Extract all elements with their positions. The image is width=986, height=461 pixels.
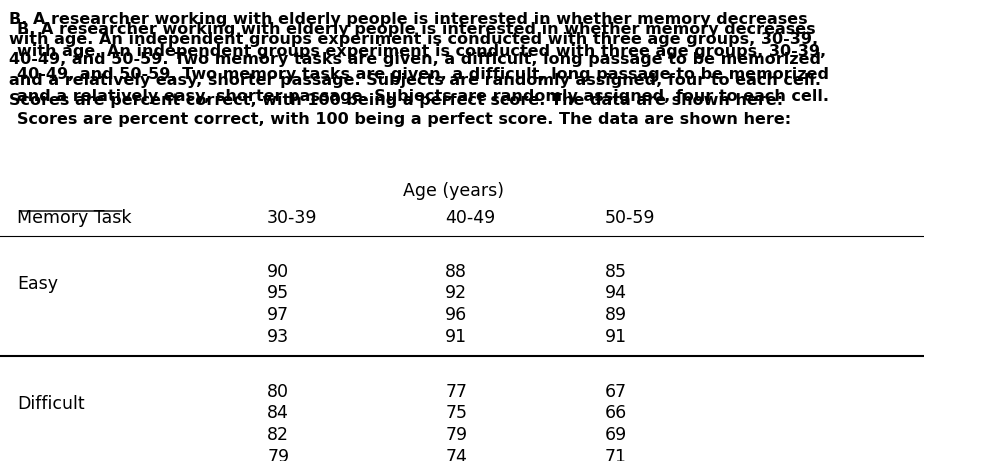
Text: Memory Task: Memory Task [17, 209, 131, 227]
Text: 50-59: 50-59 [604, 209, 655, 227]
Text: 88: 88 [446, 263, 467, 281]
Text: 85: 85 [604, 263, 626, 281]
Text: 96: 96 [446, 306, 467, 324]
Text: Age (years): Age (years) [402, 182, 504, 200]
Text: 91: 91 [446, 328, 467, 346]
Text: Scores are percent correct, with 100 being a perfect score. The data are shown h: Scores are percent correct, with 100 bei… [17, 112, 791, 127]
Text: with age. An independent groups experiment is conducted with three age groups, 3: with age. An independent groups experime… [17, 44, 826, 59]
Text: 40-49: 40-49 [446, 209, 496, 227]
Text: 79: 79 [446, 426, 467, 444]
Text: 94: 94 [604, 284, 626, 302]
Text: 89: 89 [604, 306, 627, 324]
Text: 92: 92 [446, 284, 467, 302]
Text: 75: 75 [446, 404, 467, 422]
Text: B. A researcher working with elderly people is interested in whether memory decr: B. A researcher working with elderly peo… [17, 22, 815, 37]
Text: 66: 66 [604, 404, 627, 422]
Text: 71: 71 [604, 448, 626, 461]
Text: 69: 69 [604, 426, 627, 444]
Text: 82: 82 [267, 426, 289, 444]
Text: 91: 91 [604, 328, 627, 346]
Text: 30-39: 30-39 [267, 209, 317, 227]
Text: 84: 84 [267, 404, 289, 422]
Text: and a relatively easy, shorter passage. Subjects are randomly assigned, four to : and a relatively easy, shorter passage. … [17, 89, 829, 104]
Text: 80: 80 [267, 383, 289, 401]
Text: 74: 74 [446, 448, 467, 461]
Text: 93: 93 [267, 328, 289, 346]
Text: 95: 95 [267, 284, 289, 302]
Text: 40-49, and 50-59. Two memory tasks are given, a difficult, long passage to be me: 40-49, and 50-59. Two memory tasks are g… [17, 67, 829, 82]
Text: Difficult: Difficult [17, 396, 85, 414]
Text: 77: 77 [446, 383, 467, 401]
Text: 67: 67 [604, 383, 627, 401]
Text: 90: 90 [267, 263, 289, 281]
Text: 97: 97 [267, 306, 289, 324]
Text: B. A researcher working with elderly people is interested in whether memory decr: B. A researcher working with elderly peo… [9, 12, 821, 108]
Text: Easy: Easy [17, 275, 58, 293]
Text: 79: 79 [267, 448, 289, 461]
